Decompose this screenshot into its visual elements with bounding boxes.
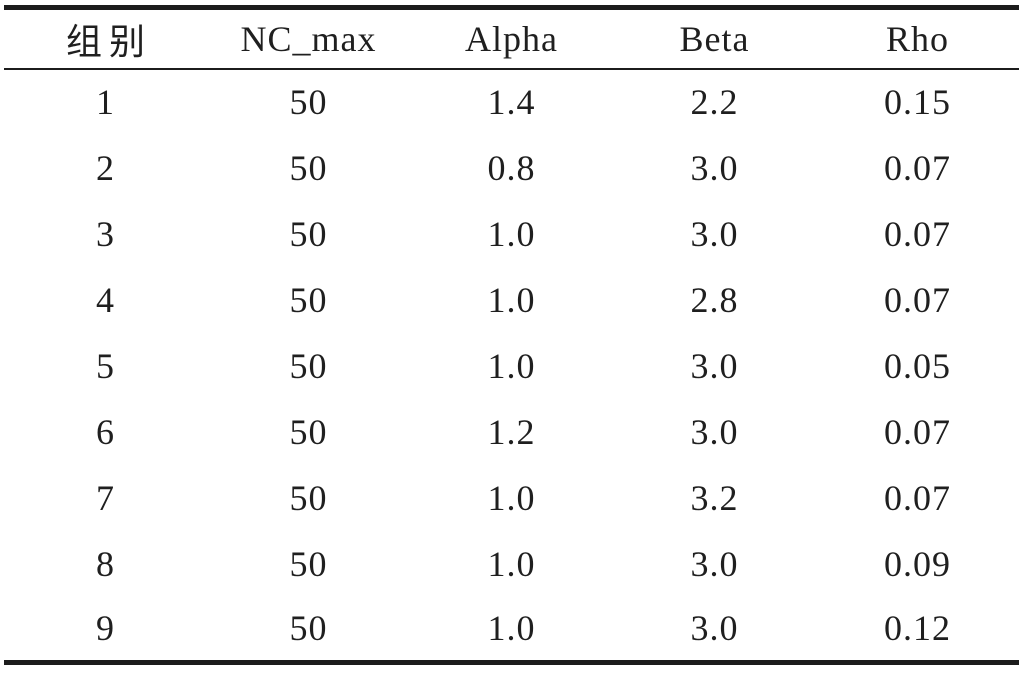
table-cell: 50 [289, 411, 328, 452]
table-cell: 3.2 [690, 477, 739, 518]
table-cell: 2.8 [690, 279, 739, 320]
table-cell: 0.8 [487, 147, 536, 188]
table-cell: 0.15 [884, 82, 951, 122]
column-header-0: 组别 [4, 7, 207, 70]
table-cell: 3.0 [690, 411, 739, 452]
table-cell: 1.0 [487, 213, 536, 254]
table-row: 6 50 1.2 3.0 0.07 [4, 399, 1019, 465]
column-header-1: NC_max [207, 7, 410, 70]
table-header: 组别 NC_max Alpha Beta Rho [4, 7, 1019, 70]
table-cell: 2.2 [690, 82, 739, 122]
table-body: 1 50 1.4 2.2 0.15 2 50 0.8 3.0 0.07 3 50 1.0 3.0 0.07 4… [4, 69, 1019, 663]
table-cell: 50 [289, 213, 328, 254]
table-cell: 3.0 [690, 543, 739, 584]
table-cell: 3.0 [690, 147, 739, 188]
table-row: 4 50 1.0 2.8 0.07 [4, 267, 1019, 333]
table-cell: 0.07 [884, 147, 951, 188]
header-row: 组别 NC_max Alpha Beta Rho [4, 7, 1019, 70]
table-cell: 50 [289, 345, 328, 386]
table-cell: 3.0 [690, 213, 739, 254]
table-row: 8 50 1.0 3.0 0.09 [4, 531, 1019, 597]
table-cell: 1.0 [487, 279, 536, 320]
table-cell: 1.4 [487, 82, 536, 122]
table-cell: 0.12 [884, 608, 951, 649]
table-cell: 0.09 [884, 543, 951, 584]
table-cell: 1.0 [487, 543, 536, 584]
parameter-table: 组别 NC_max Alpha Beta Rho 1 50 1.4 2.2 0.15 2 50 0.8… [4, 5, 1019, 665]
column-header-2: Alpha [410, 7, 613, 70]
table-cell: 0.07 [884, 279, 951, 320]
table-row: 7 50 1.0 3.2 0.07 [4, 465, 1019, 531]
table-cell: 0.05 [884, 345, 951, 386]
table-cell: 50 [289, 543, 328, 584]
table-row: 1 50 1.4 2.2 0.15 [4, 69, 1019, 135]
table-cell: 1.0 [487, 345, 536, 386]
column-header-3: Beta [613, 7, 816, 70]
table-container: 组别 NC_max Alpha Beta Rho 1 50 1.4 2.2 0.15 2 50 0.8… [4, 5, 1019, 665]
table-cell: 0.07 [884, 411, 951, 452]
table-cell: 6 [96, 411, 115, 452]
table-cell: 5 [96, 345, 115, 386]
table-row: 9 50 1.0 3.0 0.12 [4, 597, 1019, 663]
table-cell: 3.0 [690, 608, 739, 649]
table-cell: 9 [96, 608, 115, 649]
column-header-4: Rho [816, 7, 1019, 70]
table-cell: 1.0 [487, 477, 536, 518]
table-cell: 2 [96, 147, 115, 188]
table-cell: 1.0 [487, 608, 536, 649]
table-cell: 3 [96, 213, 115, 254]
table-cell: 0.07 [884, 477, 951, 518]
table-cell: 50 [289, 147, 328, 188]
table-cell: 50 [289, 279, 328, 320]
table-cell: 50 [289, 477, 328, 518]
table-cell: 50 [289, 82, 328, 122]
table-row: 5 50 1.0 3.0 0.05 [4, 333, 1019, 399]
table-cell: 50 [289, 608, 328, 649]
table-cell: 1 [96, 82, 115, 122]
table-cell: 1.2 [487, 411, 536, 452]
table-row: 2 50 0.8 3.0 0.07 [4, 135, 1019, 201]
table-cell: 8 [96, 543, 115, 584]
table-row: 3 50 1.0 3.0 0.07 [4, 201, 1019, 267]
table-cell: 7 [96, 477, 115, 518]
table-cell: 4 [96, 279, 115, 320]
table-cell: 3.0 [690, 345, 739, 386]
table-cell: 0.07 [884, 213, 951, 254]
